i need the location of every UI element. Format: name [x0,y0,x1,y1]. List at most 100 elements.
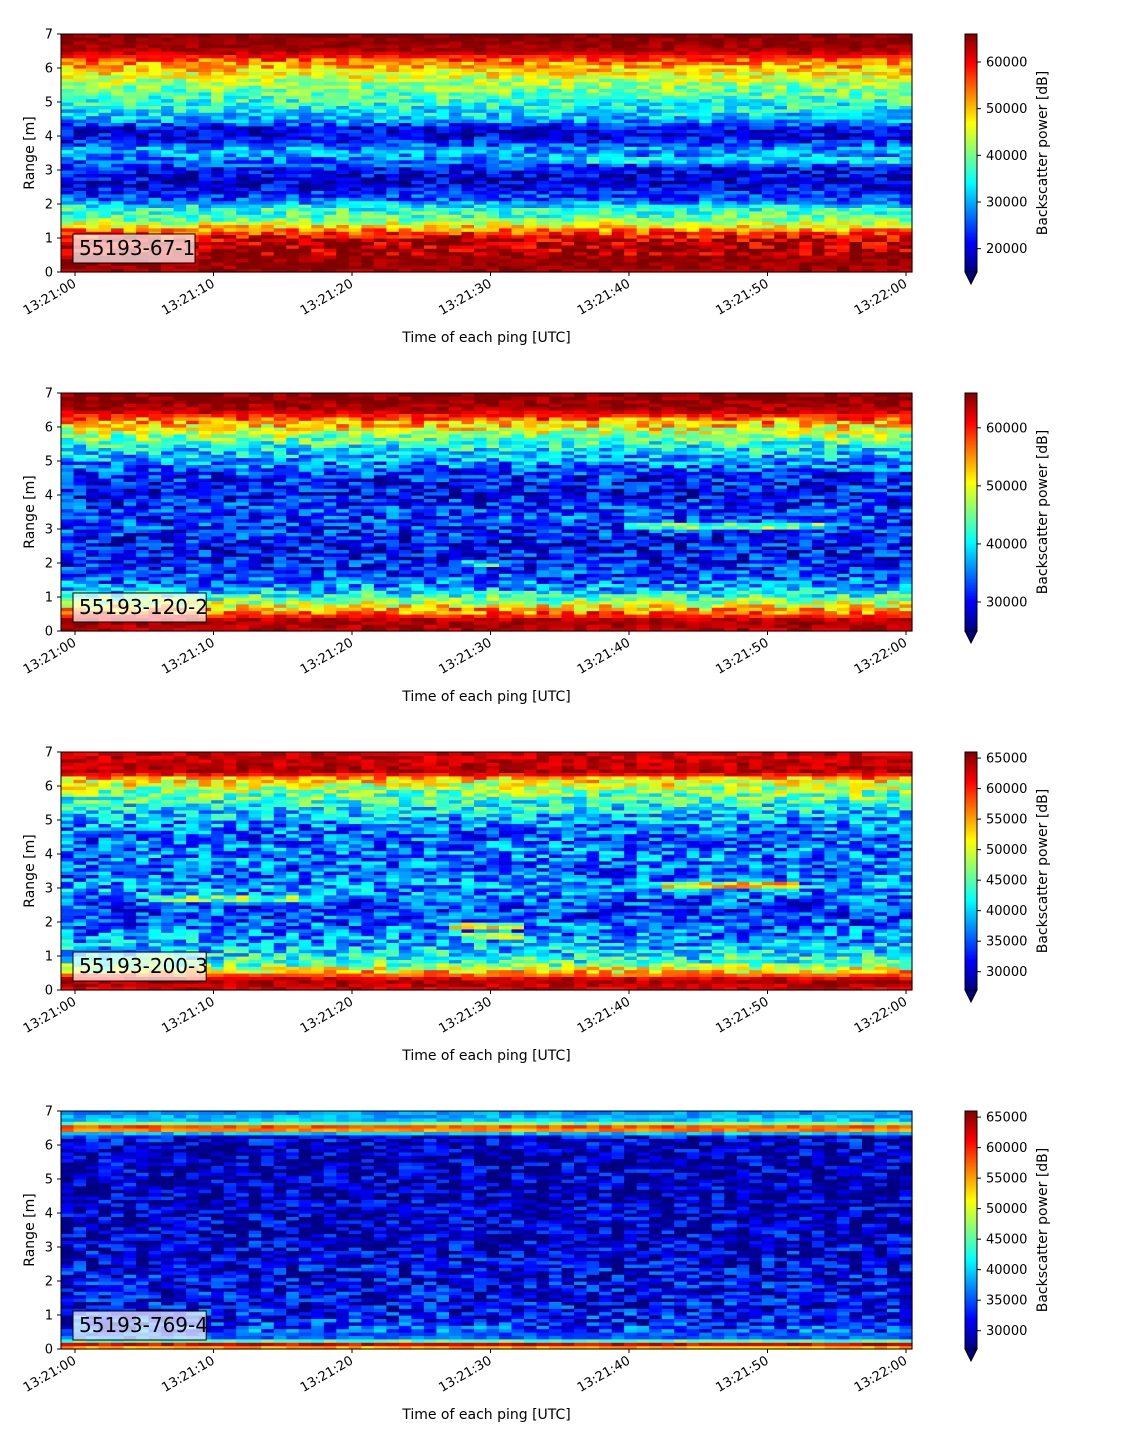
x-tick-label: 13:21:30 [436,1353,494,1395]
x-tick-label: 13:21:10 [159,635,217,677]
colorbar-tick-label: 30000 [986,196,1027,211]
colorbar-frame [964,1110,978,1350]
colorbar-tick-label: 55000 [986,813,1027,828]
colorbar-tick-label: 55000 [986,1172,1027,1187]
colorbar-tick-label: 40000 [986,149,1027,164]
colorbar-tick-label: 40000 [986,1263,1027,1278]
plot-frame [60,751,913,991]
colorbar-tick-label: 45000 [986,1233,1027,1248]
y-tick-label: 7 [45,1105,53,1120]
y-axis-label: Range [m] [22,475,38,548]
x-tick-label: 13:21:40 [575,635,633,677]
y-tick-label: 3 [45,882,53,897]
y-tick-label: 0 [45,984,53,999]
colorbar-frame [964,33,978,273]
y-tick-label: 5 [45,814,53,829]
x-tick-label: 13:21:40 [575,994,633,1036]
heatmap-4 [61,1111,913,1350]
y-tick-label: 4 [45,130,53,145]
x-tick-label: 13:21:40 [575,1353,633,1395]
panel-tag: 55193-769-4 [79,1313,208,1337]
heatmap-2 [61,393,913,632]
y-axis-label: Range [m] [22,1193,38,1266]
y-tick-label: 6 [45,421,53,436]
x-tick-label: 13:21:20 [298,635,356,677]
x-tick-label: 13:22:00 [852,1353,910,1395]
panel-tag-box [72,951,207,982]
panel-tag-box [72,233,196,264]
colorbar-tick-label: 50000 [986,1202,1027,1217]
x-tick-label: 13:21:20 [298,1353,356,1395]
colorbar-label: Backscatter power [dB] [1035,1148,1051,1313]
x-tick-label: 13:21:50 [713,635,771,677]
y-tick-label: 6 [45,62,53,77]
colorbar-tick-label: 30000 [986,965,1027,980]
colorbar-1: 20000 30000 40000 50000 60000 Backscatter pow… [964,33,1051,286]
y-axis-label: Range [m] [22,834,38,907]
panel-tag: 55193-67-1 [79,236,195,260]
colorbar-tick-label: 35000 [986,1294,1027,1309]
x-tick-label: 13:21:10 [159,1353,217,1395]
y-tick-label: 1 [45,591,53,606]
x-tick-label: 13:21:00 [21,994,79,1036]
panel-2: 0 1 2 3 4 5 6 7 13:21:00 13:21:10 13:21:20 13:21:30… [21,387,1051,706]
y-tick-label: 5 [45,455,53,470]
x-tick-label: 13:21:50 [713,276,771,318]
colorbar-tick-label: 65000 [986,752,1027,767]
x-tick-label: 13:22:00 [852,994,910,1036]
panel-3: 0 1 2 3 4 5 6 7 13:21:00 13:21:10 13:21:20 13:21:30… [21,746,1051,1065]
x-tick-label: 13:21:10 [159,276,217,318]
x-axis-label: Time of each ping [UTC] [401,1048,571,1064]
y-tick-label: 6 [45,780,53,795]
plot-frame [60,33,913,273]
colorbar-frame [964,392,978,632]
y-tick-label: 4 [45,848,53,863]
y-tick-label: 1 [45,232,53,247]
colorbar-2: 30000 40000 50000 60000 Backscatter power [d… [964,392,1051,645]
y-tick-label: 0 [45,1343,53,1358]
x-axis-label: Time of each ping [UTC] [401,330,571,346]
y-tick-label: 3 [45,164,53,179]
y-tick-label: 4 [45,1207,53,1222]
y-tick-label: 1 [45,950,53,965]
panel-tag-box [72,592,207,623]
x-tick-label: 13:21:00 [21,635,79,677]
y-tick-label: 5 [45,1173,53,1188]
colorbar-tick-label: 50000 [986,102,1027,117]
x-tick-label: 13:21:00 [21,276,79,318]
y-tick-label: 2 [45,557,53,572]
colorbar-label: Backscatter power [dB] [1035,789,1051,954]
colorbar-frame [964,751,978,991]
colorbar-tick-label: 30000 [986,1324,1027,1339]
colorbar-tick-label: 60000 [986,1141,1027,1156]
colorbar-tick-label: 45000 [986,874,1027,889]
x-tick-label: 13:21:30 [436,635,494,677]
y-tick-label: 3 [45,523,53,538]
panel-1: 0 1 2 3 4 5 6 7 13:21:00 13:21:10 13:21:20 13:21:30… [21,28,1051,347]
colorbar-tick-label: 20000 [986,242,1027,257]
x-tick-label: 13:21:10 [159,994,217,1036]
colorbar-tick-label: 40000 [986,904,1027,919]
x-tick-label: 13:22:00 [852,276,910,318]
colorbar-tick-label: 65000 [986,1111,1027,1126]
panel-tag: 55193-200-3 [79,954,208,978]
y-tick-label: 2 [45,1275,53,1290]
panel-4: 0 1 2 3 4 5 6 7 13:21:00 13:21:10 13:21:20 13:21:30… [21,1105,1051,1424]
colorbar-label: Backscatter power [dB] [1035,430,1051,595]
x-tick-label: 13:21:50 [713,994,771,1036]
y-tick-label: 5 [45,96,53,111]
y-tick-label: 2 [45,916,53,931]
colorbar-tick-label: 30000 [986,595,1027,610]
colorbar-tick-label: 50000 [986,843,1027,858]
colorbar-extend-arrow [964,271,978,286]
heatmap-1 [61,34,913,273]
colorbar-tick-label: 60000 [986,421,1027,436]
y-tick-label: 4 [45,489,53,504]
panel-tag-box [72,1310,207,1341]
colorbar-label: Backscatter power [dB] [1035,71,1051,236]
x-axis-label: Time of each ping [UTC] [401,1407,571,1423]
heatmap-3 [61,752,913,991]
panel-tag: 55193-120-2 [79,595,208,619]
y-tick-label: 1 [45,1309,53,1324]
x-tick-label: 13:21:50 [713,1353,771,1395]
